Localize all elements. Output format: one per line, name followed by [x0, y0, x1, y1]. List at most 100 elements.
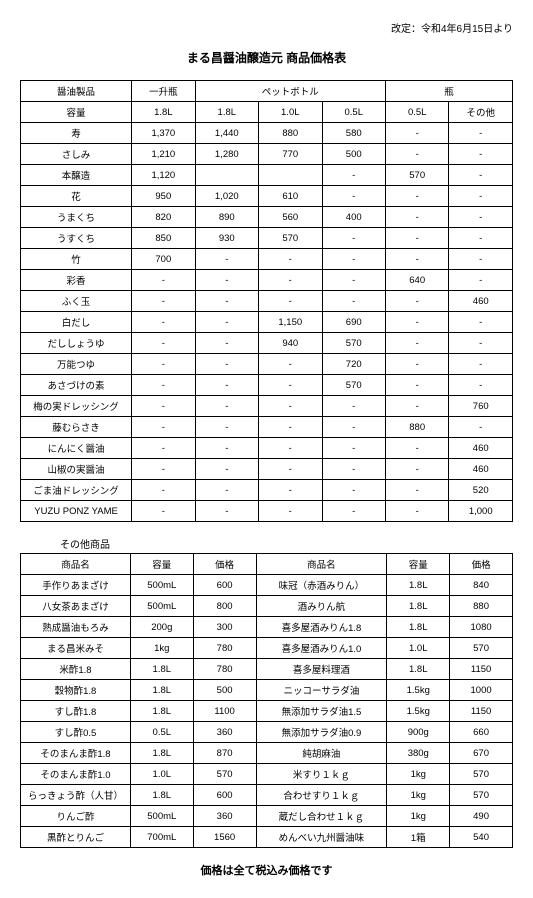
table-cell: うすくち — [21, 228, 132, 249]
table-cell: 500mL — [130, 575, 193, 596]
table-row: 白だし--1,150690-- — [21, 312, 513, 333]
table-cell: 880 — [259, 123, 322, 144]
table-cell: 1.8L — [130, 785, 193, 806]
table-cell: 610 — [259, 186, 322, 207]
page-title: まる昌醤油醸造元 商品価格表 — [20, 49, 513, 66]
table-cell: 喜多屋酒みりん1.8 — [256, 617, 387, 638]
header-cell: 商品名 — [256, 554, 387, 575]
table-cell — [195, 165, 258, 186]
table-cell: 700mL — [130, 827, 193, 848]
table-cell: 白だし — [21, 312, 132, 333]
table-cell: 300 — [193, 617, 256, 638]
header-cell: 価格 — [193, 554, 256, 575]
table-cell: 820 — [132, 207, 195, 228]
table-cell: - — [132, 354, 195, 375]
table-cell: 1000 — [450, 680, 513, 701]
table-cell: - — [195, 333, 258, 354]
table-cell: 寿 — [21, 123, 132, 144]
table-cell: 880 — [450, 596, 513, 617]
table-cell: 570 — [450, 764, 513, 785]
table-cell: ニッコーサラダ油 — [256, 680, 387, 701]
table-row: あさづけの素---570-- — [21, 375, 513, 396]
header-cell: 容量 — [387, 554, 450, 575]
table-cell: 米酢1.8 — [21, 659, 131, 680]
table-cell: 640 — [385, 270, 448, 291]
table-cell: うまくち — [21, 207, 132, 228]
table-cell: 360 — [193, 806, 256, 827]
table-cell: 米すり１ｋｇ — [256, 764, 387, 785]
table-cell: 780 — [193, 659, 256, 680]
table-row: ふく玉-----460 — [21, 291, 513, 312]
table-cell: 彩香 — [21, 270, 132, 291]
table-cell: 熟成醤油もろみ — [21, 617, 131, 638]
table-cell: - — [449, 375, 513, 396]
table-cell: - — [322, 417, 385, 438]
table-cell: - — [259, 291, 322, 312]
table-cell: 藤むらさき — [21, 417, 132, 438]
table-cell: - — [322, 186, 385, 207]
table-cell: - — [259, 417, 322, 438]
table-cell: 570 — [193, 764, 256, 785]
table-cell: 500 — [322, 144, 385, 165]
table-cell: - — [385, 312, 448, 333]
table-cell: - — [385, 144, 448, 165]
table-cell: 1.8L — [387, 575, 450, 596]
table-row: ごま油ドレッシング-----520 — [21, 480, 513, 501]
table-cell: - — [322, 459, 385, 480]
header-cell: 1.0L — [259, 102, 322, 123]
header-cell: 0.5L — [385, 102, 448, 123]
table-cell: - — [385, 501, 448, 522]
table-row: さしみ1,2101,280770500-- — [21, 144, 513, 165]
table-cell: 570 — [322, 375, 385, 396]
table-cell: めんべい九州醤油味 — [256, 827, 387, 848]
table-cell: 1kg — [130, 638, 193, 659]
table-cell: - — [259, 501, 322, 522]
table-cell: 万能つゆ — [21, 354, 132, 375]
table-cell: 酒みりん航 — [256, 596, 387, 617]
table-cell: そのまんま酢1.0 — [21, 764, 131, 785]
table-cell: 手作りあまざけ — [21, 575, 131, 596]
table-cell: りんご酢 — [21, 806, 131, 827]
table-cell: - — [132, 480, 195, 501]
table-row: らっきょう酢（人甘）1.8L600合わせすり１ｋｇ1kg570 — [21, 785, 513, 806]
header-cell: 0.5L — [322, 102, 385, 123]
table-cell: 570 — [385, 165, 448, 186]
table-cell: - — [385, 438, 448, 459]
table-cell: 570 — [259, 228, 322, 249]
table-cell: - — [385, 459, 448, 480]
table-cell: すし酢1.8 — [21, 701, 131, 722]
table-cell: 940 — [259, 333, 322, 354]
table-cell: - — [449, 333, 513, 354]
table-cell: 360 — [193, 722, 256, 743]
table-cell: ふく玉 — [21, 291, 132, 312]
table-cell: 1150 — [450, 659, 513, 680]
table-cell: - — [132, 417, 195, 438]
table-row: YUZU PONZ YAME-----1,000 — [21, 501, 513, 522]
table-cell: - — [132, 438, 195, 459]
section-label: その他商品 — [20, 536, 513, 551]
table-cell: 1kg — [387, 806, 450, 827]
table-cell: - — [385, 480, 448, 501]
table-cell: - — [449, 144, 513, 165]
table-cell: 700 — [132, 249, 195, 270]
table-cell: 840 — [450, 575, 513, 596]
table-cell: - — [259, 438, 322, 459]
table-cell: - — [449, 249, 513, 270]
table-cell: 540 — [450, 827, 513, 848]
table-cell: - — [259, 396, 322, 417]
table-cell: - — [385, 228, 448, 249]
table-subheader-row: 容量1.8L1.8L1.0L0.5L0.5Lその他 — [21, 102, 513, 123]
table-row: 彩香----640- — [21, 270, 513, 291]
table-cell: 1100 — [193, 701, 256, 722]
table-cell: - — [449, 270, 513, 291]
table-cell: 460 — [449, 438, 513, 459]
table-cell: - — [385, 123, 448, 144]
header-cell: 商品名 — [21, 554, 131, 575]
table-cell: - — [195, 459, 258, 480]
table-cell: 味冠（赤酒みりん） — [256, 575, 387, 596]
table-cell: - — [385, 186, 448, 207]
table-cell: にんにく醤油 — [21, 438, 132, 459]
table-cell: 1.8L — [130, 701, 193, 722]
table-cell: - — [195, 312, 258, 333]
table-cell: 400 — [322, 207, 385, 228]
